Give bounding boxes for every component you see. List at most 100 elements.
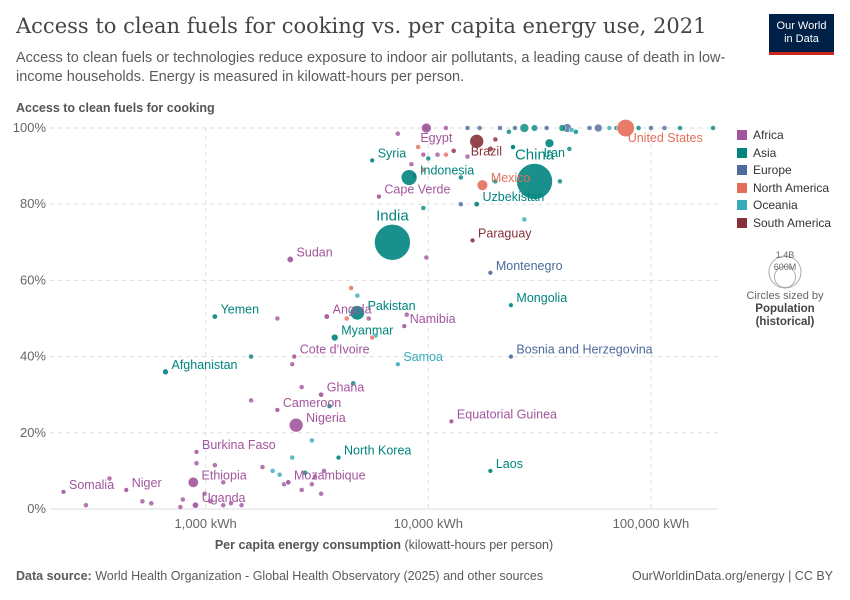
data-point (177, 504, 184, 510)
data-point-indonesia (400, 169, 418, 186)
data-point (420, 151, 427, 158)
data-point (318, 491, 324, 497)
data-point-cameroon (274, 407, 281, 413)
point-label: Ethiopia (202, 468, 247, 482)
data-point (274, 315, 281, 322)
data-point (420, 205, 427, 211)
point-label: Iran (543, 146, 565, 160)
footer-source: Data source: World Health Organization -… (16, 569, 543, 583)
y-tick-label: 60% (20, 272, 46, 287)
logo-line-1: Our World (776, 20, 827, 32)
point-label: Mozambique (294, 468, 366, 482)
data-point (193, 460, 200, 467)
point-label: Paraguay (478, 226, 532, 240)
data-point (207, 498, 214, 505)
x-axis-label-main: Per capita energy consumption (215, 538, 405, 552)
x-tick-label: 1,000 kWh (175, 516, 237, 531)
point-label: Pakistan (368, 299, 416, 313)
data-point (220, 479, 227, 486)
chart-subtitle: Access to clean fuels or technologies re… (16, 50, 726, 85)
data-point (365, 315, 372, 322)
data-point (557, 178, 563, 185)
data-point (492, 178, 499, 185)
data-point (212, 462, 218, 468)
legend-swatch (737, 218, 747, 228)
point-label: Egypt (420, 131, 452, 145)
point-label: Sudan (297, 245, 333, 259)
data-point-egypt (420, 122, 432, 134)
data-point (312, 473, 318, 480)
footer-source-label: Data source: (16, 569, 92, 583)
data-point-syria (369, 157, 376, 164)
data-point (464, 153, 471, 160)
logo-line-2: in Data (784, 33, 819, 45)
legend-item-oceania[interactable]: Oceania (737, 198, 798, 212)
point-label: Mexico (491, 171, 531, 185)
data-point (648, 125, 654, 131)
owid-logo[interactable]: Our World in Data (769, 14, 834, 55)
data-point-cape-verde (376, 193, 382, 200)
point-label: Myanmar (341, 324, 393, 338)
data-point (83, 502, 89, 508)
data-point-brazil (469, 133, 485, 149)
size-legend-bold-2: (historical) (755, 316, 815, 328)
data-point (661, 125, 668, 131)
data-point (423, 254, 430, 261)
size-legend-note-text: Circles sized by (746, 290, 824, 302)
data-point-sudan (286, 255, 294, 264)
data-point (506, 129, 512, 135)
footer-url[interactable]: OurWorldinData.org/energy | CC BY (631, 569, 833, 583)
data-point (139, 498, 146, 505)
legend-item-north-america[interactable]: North America (737, 181, 829, 195)
data-point (403, 311, 410, 318)
data-point-bosnia-and-herzegovina (508, 353, 514, 360)
size-legend-bold-1: Population (755, 303, 815, 315)
data-point (276, 471, 283, 478)
data-point (348, 285, 354, 291)
data-point-pakistan (349, 305, 365, 321)
legend-swatch (737, 200, 747, 211)
point-label: Afghanistan (171, 358, 237, 372)
data-point-myanmar (330, 333, 339, 342)
data-point (425, 155, 432, 162)
data-point (476, 125, 483, 131)
point-label: India (376, 207, 409, 224)
point-label: Nigeria (306, 411, 346, 425)
data-point (326, 403, 333, 409)
legend-item-south-america[interactable]: South America (737, 216, 831, 230)
data-point (395, 130, 401, 137)
data-point (710, 125, 716, 131)
point-label: Uganda (202, 491, 246, 505)
data-point (434, 151, 441, 158)
footer-source-text[interactable]: World Health Organization - Global Healt… (95, 569, 544, 583)
data-point (521, 216, 528, 223)
data-point (354, 292, 361, 299)
data-point (309, 437, 315, 444)
data-point (450, 148, 457, 154)
point-label: Brazil (471, 144, 502, 158)
data-point (586, 125, 593, 131)
legend-item-europe[interactable]: Europe (737, 163, 792, 177)
legend-swatch (737, 147, 747, 158)
data-point (309, 481, 315, 487)
data-point (408, 161, 415, 167)
data-point (298, 384, 305, 390)
point-label: Indonesia (420, 164, 474, 178)
legend-item-africa[interactable]: Africa (737, 128, 784, 142)
data-point (302, 470, 308, 476)
data-point (443, 151, 449, 158)
data-point (497, 125, 503, 131)
data-point (566, 146, 573, 152)
legend-item-asia[interactable]: Asia (737, 146, 776, 160)
point-label: Burkina Faso (202, 438, 276, 452)
data-point-laos (487, 468, 494, 474)
data-point (415, 144, 421, 150)
data-point (148, 500, 155, 507)
point-label: Somalia (69, 478, 114, 492)
data-point (201, 491, 208, 497)
data-point-angola (323, 313, 330, 320)
data-point (259, 464, 266, 470)
data-point-iran (544, 138, 555, 149)
point-label: Montenegro (496, 259, 563, 273)
